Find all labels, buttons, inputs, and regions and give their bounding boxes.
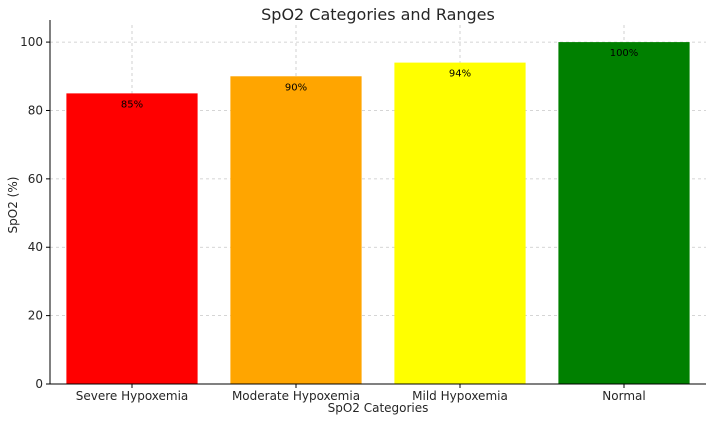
chart-title: SpO2 Categories and Ranges <box>261 5 495 24</box>
y-tick-label: 80 <box>28 103 43 117</box>
x-tick-label: Normal <box>602 389 645 403</box>
bars-layer <box>66 42 690 385</box>
y-tick-label: 40 <box>28 240 43 254</box>
bar-moderate-hypoxemia <box>230 76 362 385</box>
y-tick-label: 100 <box>20 35 43 49</box>
bar-mild-hypoxemia <box>394 62 526 384</box>
y-axis-label: SpO2 (%) <box>6 177 20 234</box>
x-axis-label: SpO2 Categories <box>328 401 429 415</box>
axes-layer: 0 20 40 60 80 100 Severe Hypoxemia Moderate Hyp… <box>20 20 706 403</box>
bar-value-label: 94% <box>449 69 471 80</box>
bar-severe-hypoxemia <box>66 93 198 384</box>
x-tick-label: Severe Hypoxemia <box>76 389 189 403</box>
bar-value-label: 90% <box>285 82 307 93</box>
x-tick-label: Mild Hypoxemia <box>412 389 508 403</box>
data-labels-layer: 85% 90% 94% 100% <box>121 48 638 110</box>
y-tick-label: 0 <box>35 377 43 391</box>
bar-value-label: 85% <box>121 99 143 110</box>
y-tick-label: 60 <box>28 172 43 186</box>
bar-value-label: 100% <box>610 48 639 59</box>
y-tick-label: 20 <box>28 309 43 323</box>
x-tick-label: Moderate Hypoxemia <box>232 389 360 403</box>
bar-normal <box>558 42 690 384</box>
